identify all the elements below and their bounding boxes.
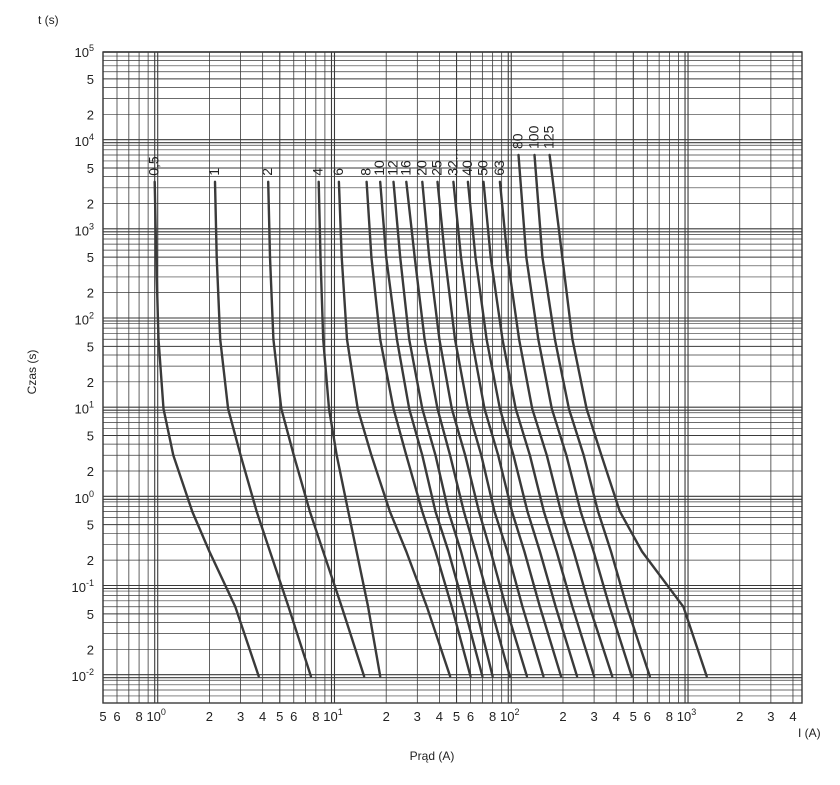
curve-3 (317, 180, 382, 678)
y-tick-label: 5 (87, 250, 94, 265)
x-tick-label: 6 (290, 709, 297, 724)
y-tick-exponent: 3 (89, 221, 94, 231)
y-tick-exponent: -1 (86, 578, 94, 588)
x-tick-label: 8 (666, 709, 673, 724)
y-axis-title: Czas (s) (25, 350, 39, 395)
curve-label-16: 100 (526, 125, 542, 149)
curve-0 (153, 180, 260, 678)
y-tick-label: 2 (87, 642, 94, 657)
x-tick-exponent: 1 (338, 707, 343, 717)
x-tick-label: 8 (489, 709, 496, 724)
x-tick-label: 2 (559, 709, 566, 724)
curve-15 (517, 153, 633, 678)
curve-10 (436, 180, 545, 678)
x-tick-label: 2 (383, 709, 390, 724)
curve-9 (421, 180, 529, 678)
x-tick-exponent: 2 (515, 707, 520, 717)
x-tick-label: 5 (99, 709, 106, 724)
y-tick-exponent: 1 (89, 400, 94, 410)
curve-label-15: 80 (510, 133, 526, 149)
y-tick-exponent: 0 (89, 489, 94, 499)
x-tick-label: 8 (135, 709, 142, 724)
x-tick-label: 4 (613, 709, 620, 724)
curve-5 (365, 180, 472, 678)
x-tick-label: 3 (767, 709, 774, 724)
y-tick-label: 5 (87, 339, 94, 354)
curve-7 (392, 180, 494, 678)
y-tick-label: 2 (87, 107, 94, 122)
y-tick-label: 5 (87, 518, 94, 533)
curve-11 (452, 180, 563, 678)
y-tick-label: 5 (87, 429, 94, 444)
x-tick-label: 6 (644, 709, 651, 724)
y-tick-label: 2 (87, 197, 94, 212)
curve-label-17: 125 (541, 125, 557, 149)
curve-label-10: 25 (429, 160, 445, 176)
y-tick-label: 5 (87, 607, 94, 622)
curve-8 (405, 180, 511, 678)
x-tick-label: 6 (113, 709, 120, 724)
curve-17 (548, 153, 708, 678)
curve-13 (482, 180, 596, 678)
y-tick-label: 2 (87, 286, 94, 301)
curve-6 (379, 180, 484, 678)
x-tick-label: 4 (436, 709, 443, 724)
x-tick-label: 2 (736, 709, 743, 724)
curve-label-0: 0,5 (146, 156, 162, 176)
x-tick-label: 3 (237, 709, 244, 724)
x-tick-label: 8 (312, 709, 319, 724)
x-axis-title: Prąd (A) (410, 749, 455, 763)
y-tick-exponent: -2 (86, 667, 94, 677)
x-tick-label: 5 (630, 709, 637, 724)
curve-14 (498, 180, 614, 678)
curve-label-9: 20 (413, 160, 429, 176)
x-axis-unit-label: I (A) (798, 726, 821, 740)
curve-16 (533, 153, 651, 678)
curve-label-4: 6 (330, 168, 346, 176)
x-tick-label: 4 (259, 709, 266, 724)
x-tick-label: 5 (276, 709, 283, 724)
x-tick-exponent: 0 (161, 707, 166, 717)
y-tick-label: 2 (87, 375, 94, 390)
curve-label-2: 2 (259, 168, 275, 176)
y-tick-exponent: 5 (89, 43, 94, 53)
y-axis-unit-label: t (s) (38, 13, 59, 27)
y-tick-label: 5 (87, 161, 94, 176)
curve-12 (466, 180, 579, 678)
curve-label-6: 10 (371, 160, 387, 176)
y-tick-label: 5 (87, 72, 94, 87)
curve-label-3: 4 (310, 168, 326, 176)
x-tick-exponent: 3 (691, 707, 696, 717)
x-tick-label: 3 (590, 709, 597, 724)
y-tick-label: 2 (87, 464, 94, 479)
x-tick-label: 2 (206, 709, 213, 724)
curve-label-8: 16 (397, 160, 413, 176)
curve-1 (213, 180, 313, 678)
curve-label-12: 40 (459, 160, 475, 176)
curve-label-14: 63 (491, 160, 507, 176)
y-tick-label: 2 (87, 553, 94, 568)
curve-label-11: 32... (444, 149, 460, 176)
curve-label-7: 12 (385, 160, 401, 176)
x-tick-label: 5 (453, 709, 460, 724)
curve-2 (267, 180, 366, 678)
curve-4 (337, 180, 452, 678)
curve-label-5: 8 (358, 168, 374, 176)
x-tick-label: 6 (467, 709, 474, 724)
x-tick-label: 3 (414, 709, 421, 724)
curve-label-13: 50 (475, 160, 491, 176)
curves (153, 153, 708, 678)
x-tick-label: 4 (789, 709, 796, 724)
curve-label-1: 1 (206, 168, 222, 176)
y-tick-exponent: 4 (89, 132, 94, 142)
y-tick-exponent: 2 (89, 311, 94, 321)
